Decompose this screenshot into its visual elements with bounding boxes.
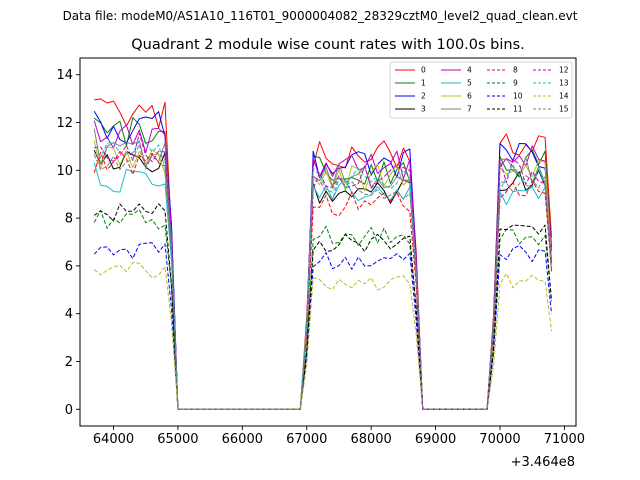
x-tick-label: 67000 bbox=[286, 432, 327, 447]
legend-label-12: 12 bbox=[559, 66, 569, 75]
x-offset-text: +3.464e8 bbox=[511, 455, 575, 470]
legend-label-2: 2 bbox=[421, 92, 426, 101]
chart-title: Quadrant 2 module wise count rates with … bbox=[131, 37, 525, 53]
y-tick-label: 2 bbox=[65, 355, 73, 370]
series-line-11 bbox=[93, 203, 552, 410]
x-tick-label: 65000 bbox=[157, 432, 198, 447]
legend-label-1: 1 bbox=[421, 79, 426, 88]
x-tick-label: 68000 bbox=[350, 432, 391, 447]
legend-label-4: 4 bbox=[467, 66, 472, 75]
legend-box bbox=[389, 61, 573, 119]
y-tick-label: 14 bbox=[56, 68, 73, 83]
axes: 64000 65000 66000 67000 68000 69000 70000 71000… bbox=[56, 57, 585, 447]
legend-label-10: 10 bbox=[513, 92, 523, 101]
x-tick-label: 71000 bbox=[544, 432, 585, 447]
legend-label-15: 15 bbox=[559, 105, 569, 114]
series-line-15 bbox=[93, 144, 552, 410]
legend-label-14: 14 bbox=[559, 92, 569, 101]
series-line-14 bbox=[93, 262, 552, 410]
legend-label-3: 3 bbox=[421, 105, 426, 114]
legend-label-5: 5 bbox=[467, 79, 472, 88]
y-tick-label: 6 bbox=[65, 259, 73, 274]
plot-lines bbox=[93, 98, 552, 410]
legend-label-13: 13 bbox=[559, 79, 569, 88]
legend-label-11: 11 bbox=[513, 105, 523, 114]
legend-label-7: 7 bbox=[467, 105, 472, 114]
x-tick-label: 66000 bbox=[222, 432, 263, 447]
x-tick-label: 64000 bbox=[93, 432, 134, 447]
legend-label-6: 6 bbox=[467, 92, 472, 101]
legend-label-0: 0 bbox=[421, 66, 426, 75]
y-tick-label: 4 bbox=[65, 307, 73, 322]
x-tick-label: 69000 bbox=[415, 432, 456, 447]
legend-label-9: 9 bbox=[513, 79, 518, 88]
y-tick-label: 10 bbox=[56, 164, 73, 179]
suptitle: Data file: modeM0/AS1A10_116T01_90000040… bbox=[63, 9, 578, 23]
series-line-13 bbox=[93, 139, 552, 410]
y-tick-label: 8 bbox=[65, 212, 73, 227]
axes-frame bbox=[79, 57, 577, 427]
x-tick-label: 70000 bbox=[479, 432, 520, 447]
legend-label-8: 8 bbox=[513, 66, 518, 75]
y-tick-label: 12 bbox=[56, 116, 73, 131]
series-line-12 bbox=[94, 132, 552, 410]
y-tick-label: 0 bbox=[65, 403, 73, 418]
